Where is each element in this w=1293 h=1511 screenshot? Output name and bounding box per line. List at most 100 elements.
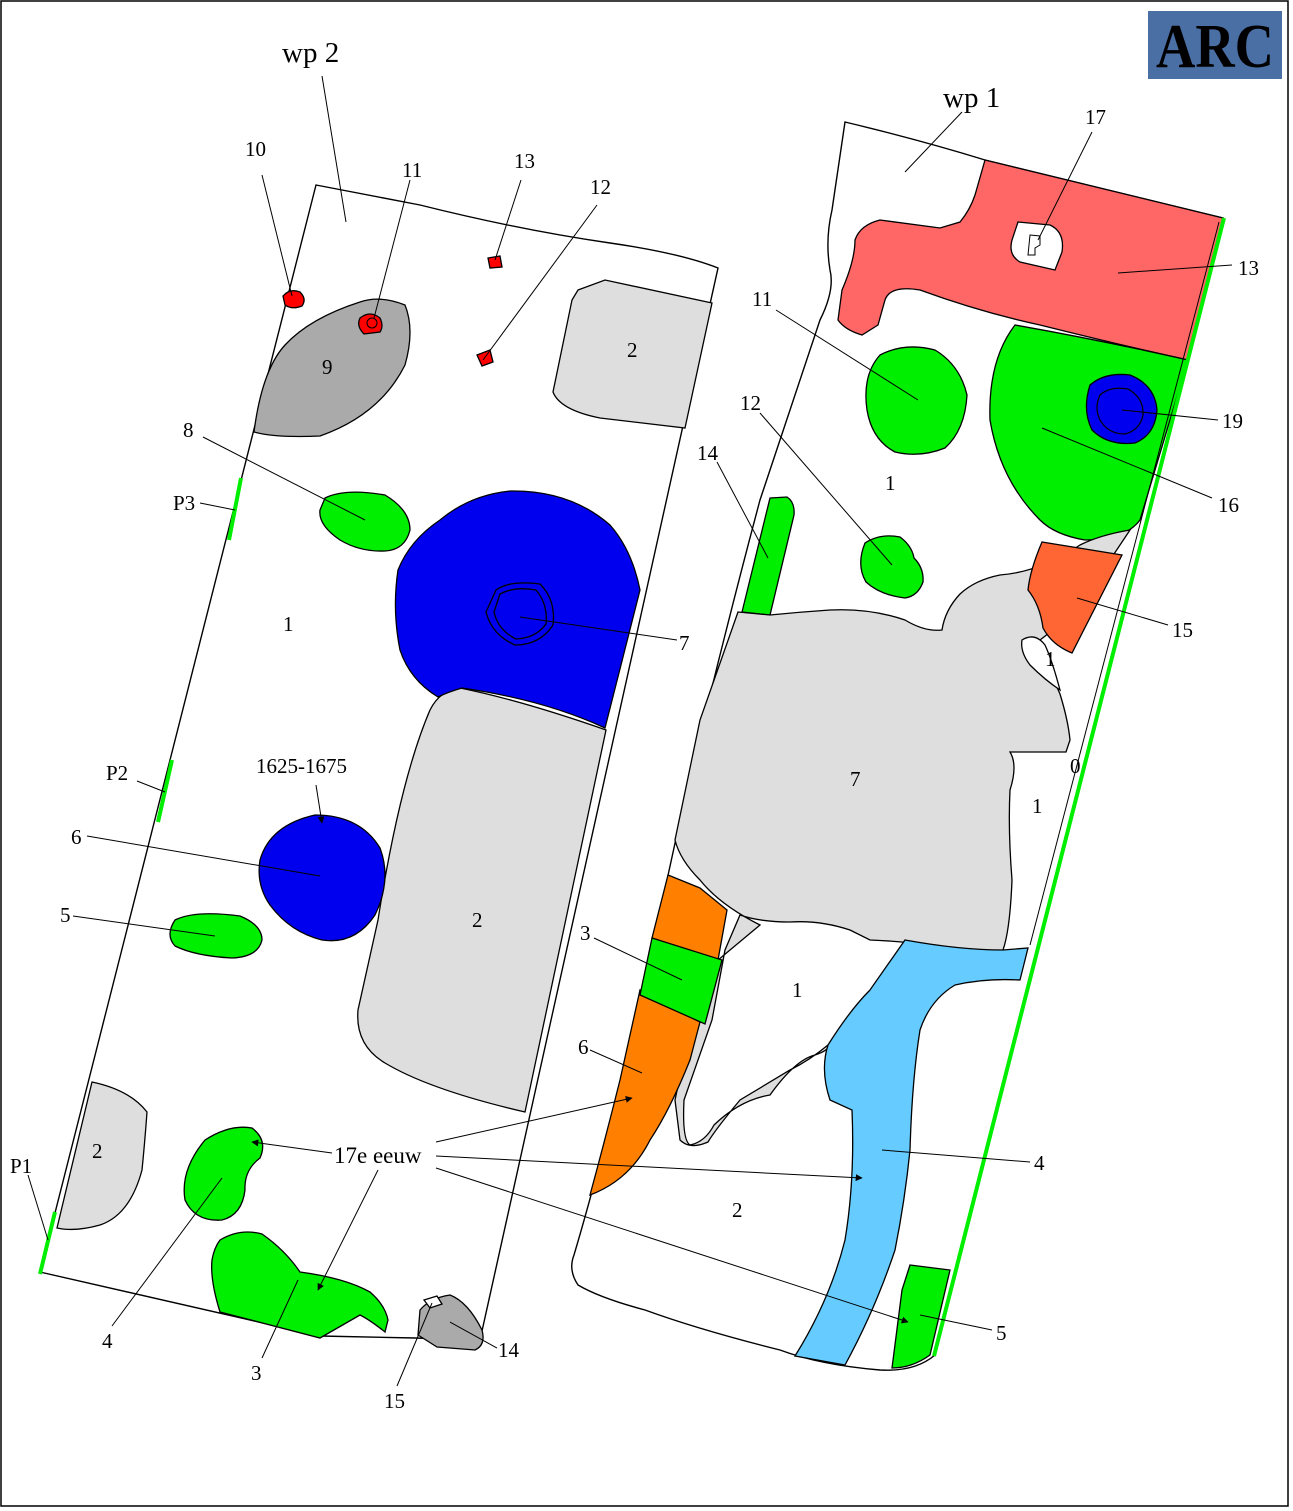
arc-logo: ARC xyxy=(1148,11,1282,81)
label-wp2-8: 8 xyxy=(183,418,194,442)
leader-wp1-14 xyxy=(716,461,769,559)
wp1-feature-6-lower xyxy=(589,989,701,1197)
label-wp1-19: 19 xyxy=(1222,409,1243,433)
leader-wp1-15 xyxy=(1076,597,1169,626)
leader-wp2-14 xyxy=(449,1321,498,1349)
wp1-feature-4 xyxy=(793,939,1029,1366)
label-wp2-p3: P3 xyxy=(173,491,195,515)
leader-wp1-17 xyxy=(1037,131,1093,241)
leader-wp2-6 xyxy=(86,835,321,877)
wp2-feature-2-large xyxy=(357,687,607,1113)
wp2-feature-15 xyxy=(422,1295,443,1309)
wp2-feature-10 xyxy=(282,290,305,309)
label-wp1-6: 6 xyxy=(578,1035,589,1059)
label-wp1-0: 0 xyxy=(1070,754,1081,778)
wp1-feature-11 xyxy=(865,346,968,455)
label-wp1-17: 17 xyxy=(1085,105,1106,129)
label-wp1-7: 7 xyxy=(850,767,861,791)
label-wp2-14: 14 xyxy=(498,1338,520,1362)
leader-wp2-12 xyxy=(482,204,598,361)
wp1-feature-14 xyxy=(741,496,795,616)
wp1-feature-15 xyxy=(1027,541,1123,654)
leader-wp1-3 xyxy=(593,937,683,981)
wp2-feature-7-pit-inner xyxy=(493,588,547,640)
label-wp1-1-mid: 1 xyxy=(1045,647,1056,671)
wp1-feature-17 xyxy=(1010,221,1064,271)
label-wp2-2-bottom: 2 xyxy=(92,1139,103,1163)
leader-wp2-5 xyxy=(72,915,216,937)
label-wp2-dating: 1625-1675 xyxy=(256,754,347,778)
century-annotation: 17e eeuw xyxy=(251,1095,909,1324)
label-wp2-2-top: 2 xyxy=(627,338,638,362)
label-century: 17e eeuw xyxy=(334,1143,422,1168)
label-wp2-p2: P2 xyxy=(106,761,128,785)
profile-p3-marker xyxy=(227,477,243,541)
leader-wp2-p2 xyxy=(136,780,166,793)
leader-century-wp1-5 xyxy=(435,1167,909,1324)
profile-p1-marker xyxy=(38,1211,57,1275)
leader-century-wp1-4 xyxy=(435,1155,863,1182)
leader-century-wp2-3 xyxy=(317,1169,379,1291)
trench-wp1: wp 1 17 13 11 12 19 14 1 16 15 1 0 7 1 3… xyxy=(571,82,1259,1371)
leader-wp2-title xyxy=(321,75,347,223)
leader-wp1-5 xyxy=(919,1314,993,1331)
logo-background xyxy=(1148,11,1282,79)
label-wp2-1: 1 xyxy=(283,612,294,636)
leader-wp1-13 xyxy=(1117,264,1233,274)
label-wp1-12: 12 xyxy=(740,391,761,415)
wp2-feature-7-pit-outer xyxy=(485,582,555,646)
label-wp2-4: 4 xyxy=(102,1329,113,1353)
label-wp1-14: 14 xyxy=(697,441,719,465)
wp1-boundary-line xyxy=(932,217,1226,1357)
wp2-feature-11-inner xyxy=(366,317,378,329)
label-wp1-5: 5 xyxy=(996,1321,1007,1345)
wp2-feature-4 xyxy=(183,1126,264,1221)
wp1-island-1 xyxy=(1021,636,1062,692)
label-wp2-2-large: 2 xyxy=(472,908,483,932)
leader-wp2-dating xyxy=(315,784,325,824)
wp1-feature-5 xyxy=(891,1264,951,1369)
label-wp1-11: 11 xyxy=(752,287,772,311)
label-wp2-p1: P1 xyxy=(10,1154,32,1178)
leader-wp2-4 xyxy=(111,1177,223,1327)
label-wp1-16: 16 xyxy=(1218,493,1239,517)
wp2-feature-6 xyxy=(258,814,386,942)
leader-century-wp2-4 xyxy=(251,1139,333,1154)
leader-wp2-p3 xyxy=(199,502,236,511)
label-wp1-3: 3 xyxy=(580,921,591,945)
wp2-feature-3 xyxy=(211,1231,389,1339)
trench-wp2: wp 2 10 11 13 12 2 9 8 P3 1 7 P2 1625-16… xyxy=(10,37,719,1413)
profile-p2-marker xyxy=(156,759,174,823)
label-wp1-1-top: 1 xyxy=(885,471,896,495)
wp1-feature-3 xyxy=(639,937,723,1025)
label-wp2-12: 12 xyxy=(590,175,611,199)
leader-century-wp1-6 xyxy=(435,1095,633,1143)
label-wp1-4: 4 xyxy=(1034,1151,1045,1175)
leader-wp1-4 xyxy=(881,1149,1031,1163)
label-wp1-1-right: 1 xyxy=(1032,794,1043,818)
logo-text: ARC xyxy=(1156,13,1274,81)
label-wp1-2: 2 xyxy=(732,1198,743,1222)
wp2-feature-7 xyxy=(394,490,641,729)
wp2-feature-11 xyxy=(358,313,383,335)
wp2-feature-2-top xyxy=(552,279,713,429)
label-wp2-11: 11 xyxy=(402,158,422,182)
leader-wp2-13 xyxy=(494,179,522,261)
leader-wp1-6 xyxy=(589,1049,643,1074)
label-wp2-7: 7 xyxy=(679,631,690,655)
label-wp1-13: 13 xyxy=(1238,256,1259,280)
wp1-feature-12 xyxy=(860,535,924,599)
wp2-feature-2-bottom xyxy=(56,1081,148,1231)
label-wp2-9: 9 xyxy=(322,355,333,379)
wp2-feature-8 xyxy=(319,491,411,552)
wp1-feature-6 xyxy=(651,874,728,961)
leader-wp2-7 xyxy=(519,616,678,641)
label-wp2-3: 3 xyxy=(251,1361,262,1385)
leader-wp1-16 xyxy=(1041,427,1213,499)
wp1-boundary-line-2 xyxy=(1029,221,1220,946)
leader-wp2-15 xyxy=(396,1302,433,1387)
leader-wp2-3 xyxy=(261,1279,299,1359)
leader-wp2-10 xyxy=(261,174,293,297)
leader-wp2-11 xyxy=(373,179,411,319)
